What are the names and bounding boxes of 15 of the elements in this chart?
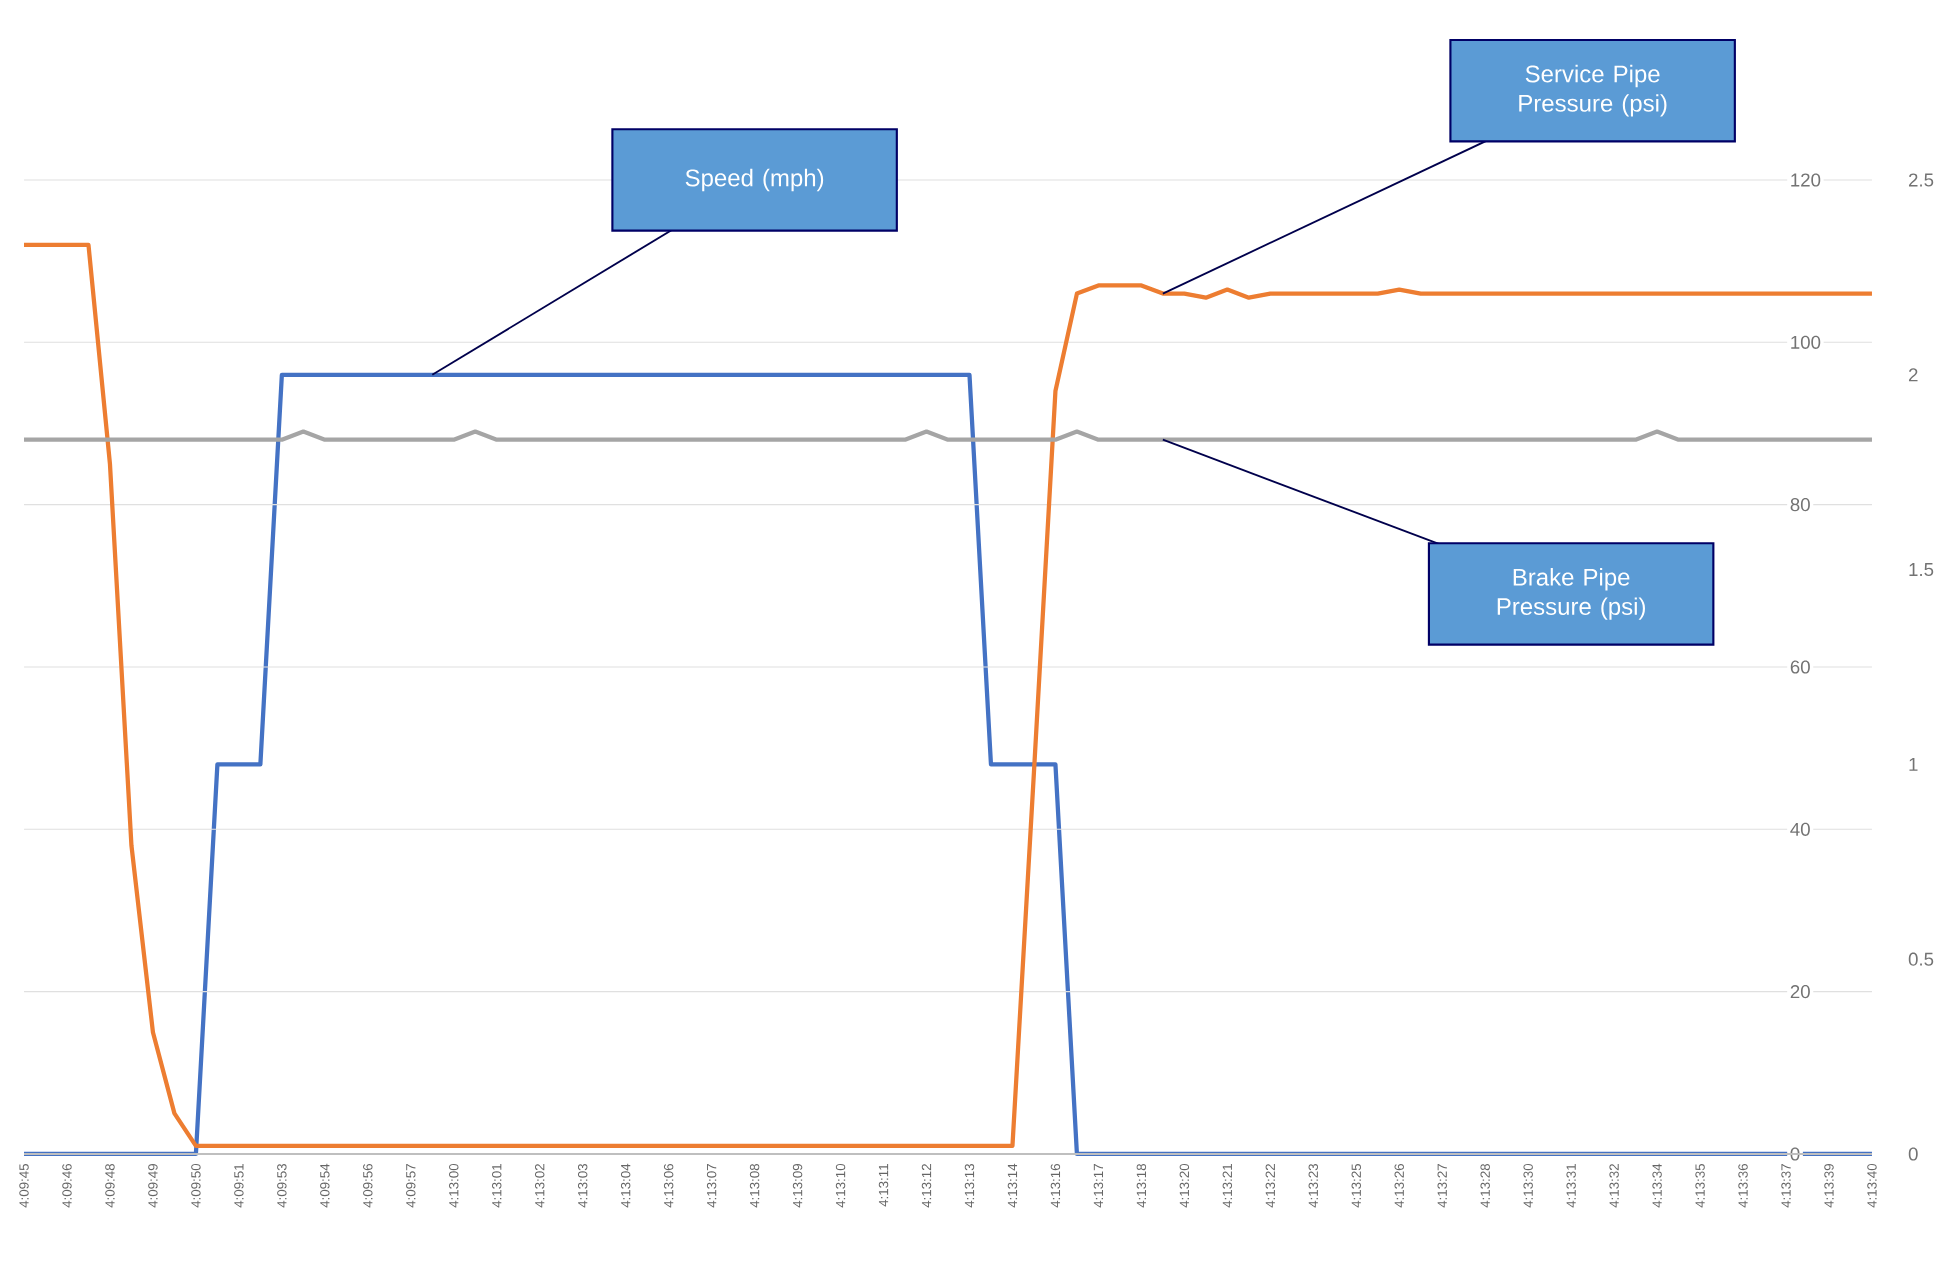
y2-tick-label: 0	[1908, 1147, 1918, 1161]
y2-tick-label: 1	[1909, 757, 1918, 771]
y2-tick-label: 2	[1908, 368, 1918, 382]
y-tick-label: 120	[1791, 173, 1821, 187]
y-tick-label: 80	[1790, 498, 1810, 512]
y-tick-label: 40	[1790, 822, 1810, 836]
text: Speed (mph)	[685, 168, 824, 192]
y-tick-label: 20	[1790, 985, 1810, 999]
y-tick-label: 100	[1791, 335, 1821, 349]
y-tick-label: 60	[1790, 660, 1810, 674]
text: Service Pipe Pressure (psi)	[1519, 64, 1667, 117]
text: Brake Pipe Pressure (psi)	[1497, 568, 1645, 620]
y2-tick-label: 2.5	[1908, 173, 1934, 187]
y2-tick-label: 0.5	[1908, 952, 1934, 966]
y2-tick-label: 1.5	[1909, 563, 1934, 577]
